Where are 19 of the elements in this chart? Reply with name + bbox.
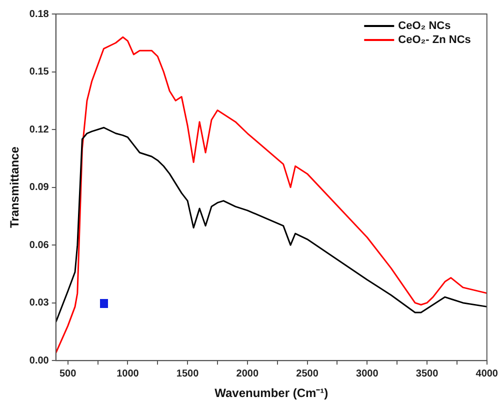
x-tick-label: 3000 <box>356 368 379 380</box>
x-axis-title: Wavenumber (Cm⁻¹) <box>214 386 328 400</box>
legend-label: CeO₂ NCs <box>398 20 451 32</box>
y-tick-label: 0.18 <box>29 8 50 20</box>
x-tick-label: 3500 <box>416 368 439 380</box>
x-tick-label: 1500 <box>176 368 200 380</box>
x-tick-label: 4000 <box>476 368 498 380</box>
y-tick-label: 0.12 <box>29 124 50 136</box>
x-tick-label: 1000 <box>116 368 140 380</box>
y-tick-label: 0.06 <box>29 240 50 251</box>
y-axis-title: Transmittance <box>8 146 22 228</box>
x-tick-label: 2500 <box>296 368 319 380</box>
y-tick-label: 0.00 <box>29 355 50 366</box>
y-tick-label: 0.15 <box>29 66 50 78</box>
legend-label: CeO₂- Zn NCs <box>398 34 471 46</box>
y-tick-label: 0.03 <box>29 298 50 309</box>
y-tick-label: 0.09 <box>29 182 50 194</box>
x-tick-label: 500 <box>59 368 77 380</box>
x-tick-label: 2000 <box>236 368 259 380</box>
